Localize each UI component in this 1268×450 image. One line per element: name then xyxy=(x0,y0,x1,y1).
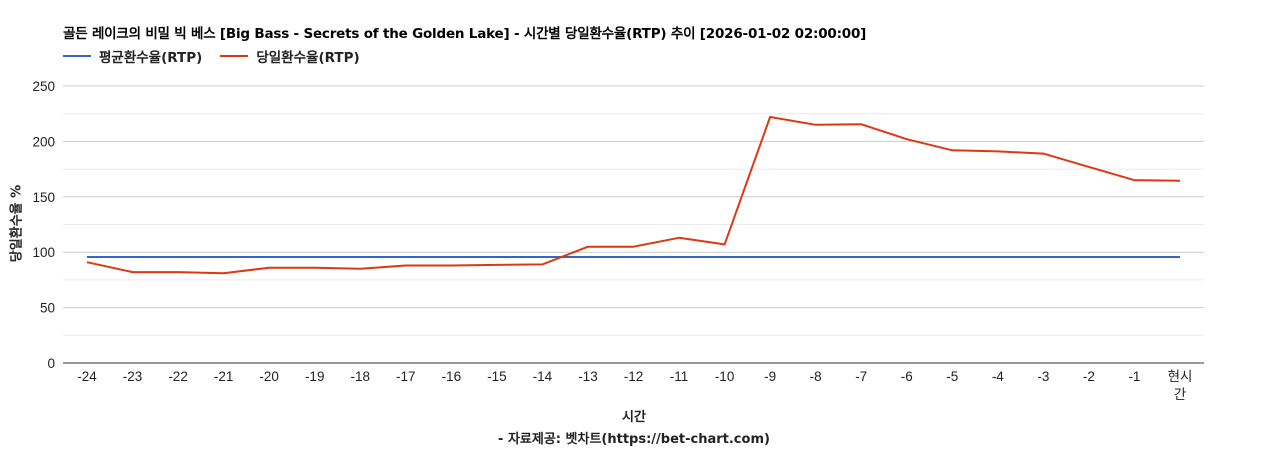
x-tick-label: -12 xyxy=(624,369,644,384)
y-tick-label: 100 xyxy=(32,245,55,260)
x-tick-label: -9 xyxy=(764,369,776,384)
y-tick-label: 250 xyxy=(32,79,55,94)
x-tick-label: -15 xyxy=(487,369,507,384)
x-tick-label: 현시 xyxy=(1168,369,1193,384)
chart-title: 골든 레이크의 비밀 빅 베스 [Big Bass - Secrets of t… xyxy=(63,26,867,42)
y-tick-label: 0 xyxy=(47,356,55,371)
x-tick-label: -19 xyxy=(305,369,325,384)
x-tick-label: -13 xyxy=(578,369,598,384)
legend-label: 당일환수율(RTP) xyxy=(256,50,360,66)
x-tick-label: -11 xyxy=(670,369,689,384)
x-tick-label: -14 xyxy=(533,369,553,384)
legend: 평균환수율(RTP) 당일환수율(RTP) xyxy=(63,46,378,66)
x-tick-label: -18 xyxy=(350,369,370,384)
y-tick-label: 50 xyxy=(40,301,55,316)
y-tick-label: 200 xyxy=(32,134,55,149)
x-tick-label: -10 xyxy=(715,369,735,384)
x-tick-label: -21 xyxy=(214,369,234,384)
x-tick-label: -6 xyxy=(901,369,913,384)
x-tick-label: -4 xyxy=(992,369,1004,384)
y-axis-label: 당일환수율 % xyxy=(9,184,25,263)
legend-label: 평균환수율(RTP) xyxy=(99,50,203,66)
legend-item-average-rtp[interactable]: 평균환수율(RTP) xyxy=(63,46,202,66)
x-axis-label: 시간 xyxy=(622,410,646,425)
source-credit: - 자료제공: 벳차트(https://bet-chart.com) xyxy=(498,432,770,447)
x-tick-label: -2 xyxy=(1083,369,1095,384)
x-tick-label: -5 xyxy=(946,369,958,384)
legend-swatch-blue xyxy=(63,55,91,57)
legend-item-daily-rtp[interactable]: 당일환수율(RTP) xyxy=(220,46,360,66)
x-tick-label: -17 xyxy=(396,369,416,384)
x-tick-label: -23 xyxy=(123,369,143,384)
x-tick-label: -7 xyxy=(855,369,867,384)
x-tick-label: -8 xyxy=(810,369,822,384)
legend-swatch-red xyxy=(220,55,249,57)
y-tick-label: 150 xyxy=(32,190,55,205)
x-tick-label: -20 xyxy=(259,369,279,384)
x-tick-label: -16 xyxy=(442,369,462,384)
series-daily-rtp-line xyxy=(86,116,1181,275)
x-tick-label: -3 xyxy=(1037,369,1049,384)
x-tick-label: -1 xyxy=(1128,369,1140,384)
x-tick-label: -24 xyxy=(77,369,97,384)
x-tick-label: 간 xyxy=(1174,387,1186,402)
x-tick-label: -22 xyxy=(168,369,188,384)
